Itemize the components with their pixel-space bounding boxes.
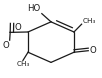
Text: HO: HO <box>28 4 41 13</box>
Text: O: O <box>2 41 9 50</box>
Text: CH₃: CH₃ <box>16 61 30 67</box>
Text: CH₃: CH₃ <box>82 18 95 24</box>
Text: O: O <box>89 46 96 55</box>
Text: O: O <box>15 23 22 32</box>
